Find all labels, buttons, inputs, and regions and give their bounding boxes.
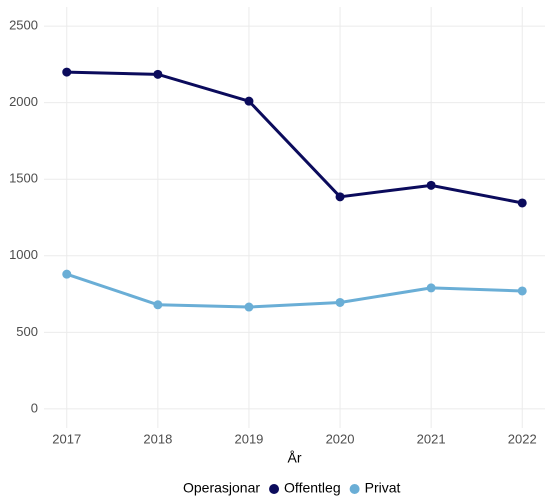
data-point	[426, 180, 436, 190]
x-tick-label: 2020	[326, 431, 355, 446]
y-tick-label: 2500	[9, 18, 38, 33]
x-axis-title: År	[288, 450, 302, 466]
x-tick-label: 2017	[52, 431, 81, 446]
legend-marker	[349, 484, 360, 494]
data-point	[62, 269, 72, 279]
data-point	[244, 302, 254, 312]
data-point	[335, 192, 345, 202]
y-tick-label: 1500	[9, 171, 38, 186]
series-line	[66, 70, 523, 205]
data-point	[517, 198, 527, 208]
x-tick-label: 2018	[143, 431, 172, 446]
data-point	[426, 283, 436, 293]
x-tick-label: 2019	[234, 431, 263, 446]
y-tick-label: 0	[31, 400, 38, 415]
legend-marker	[269, 484, 280, 494]
data-point	[244, 96, 254, 106]
x-tick-label: 2021	[417, 431, 446, 446]
legend-label: Offentleg	[284, 480, 341, 496]
data-point	[517, 286, 527, 296]
data-point	[62, 67, 72, 77]
y-tick-label: 2000	[9, 94, 38, 109]
series-line	[66, 272, 523, 309]
legend-label: Privat	[365, 480, 401, 496]
data-point	[335, 297, 345, 307]
y-tick-label: 500	[16, 324, 38, 339]
x-tick-label: 2022	[508, 431, 537, 446]
data-point	[153, 69, 163, 79]
legend-title: Operasjonar	[183, 480, 260, 496]
y-tick-label: 1000	[9, 247, 38, 262]
data-point	[153, 300, 163, 310]
